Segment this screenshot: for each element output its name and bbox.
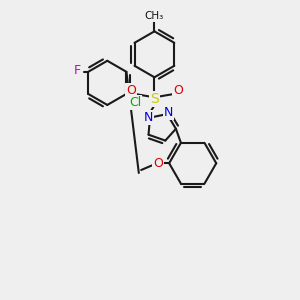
Text: O: O bbox=[126, 84, 136, 97]
Text: F: F bbox=[74, 64, 81, 76]
Text: S: S bbox=[150, 92, 159, 106]
Text: CH₃: CH₃ bbox=[145, 11, 164, 21]
Text: N: N bbox=[144, 111, 153, 124]
Text: O: O bbox=[153, 157, 163, 170]
Text: O: O bbox=[173, 84, 183, 97]
Text: N: N bbox=[164, 106, 173, 119]
Text: Cl: Cl bbox=[129, 96, 141, 109]
